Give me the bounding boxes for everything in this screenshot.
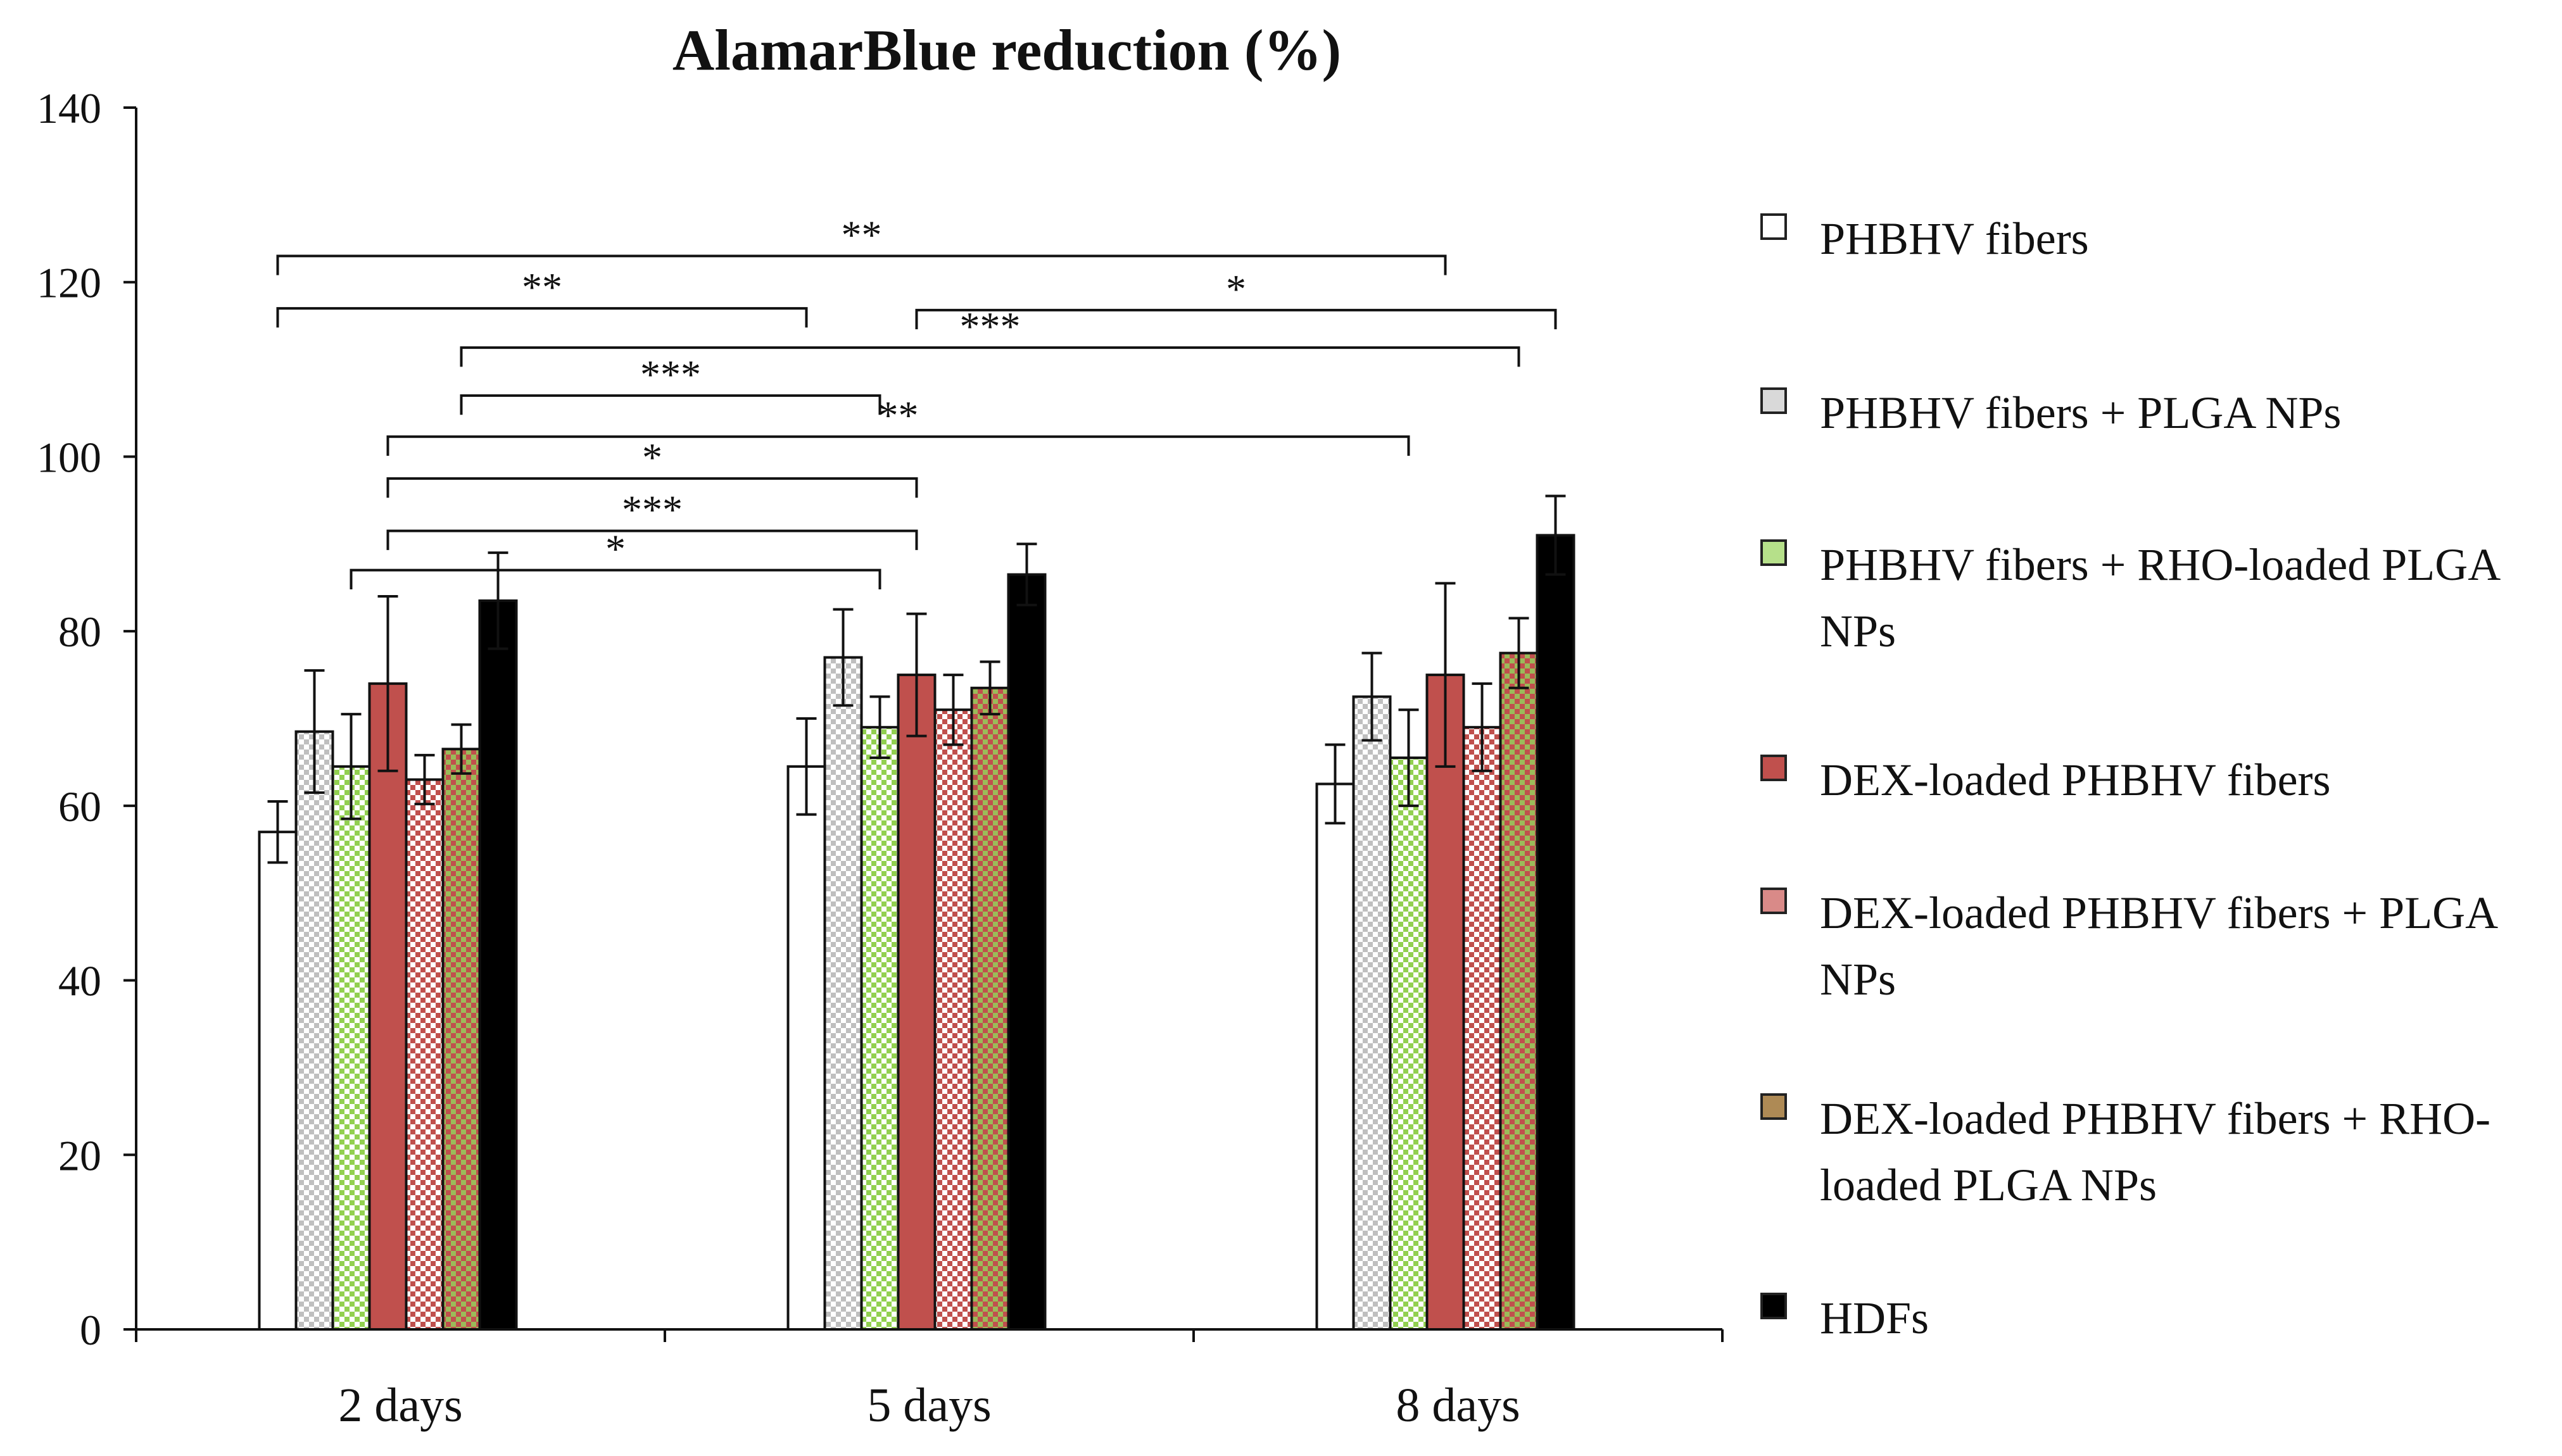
legend-label: DEX-loaded PHBHV fibers	[1820, 755, 2331, 805]
bar	[1462, 725, 1502, 1331]
legend-label: PHBHV fibers + PLGA NPs	[1820, 387, 2342, 438]
significance-bracket	[276, 307, 808, 328]
significance-label: **	[842, 212, 882, 257]
x-tick-label: 5 days	[867, 1379, 991, 1432]
bar	[1315, 782, 1355, 1331]
bar	[441, 748, 481, 1331]
bar	[1499, 651, 1539, 1331]
legend-item-phbhv-fibers: PHBHV fibers	[1760, 206, 2089, 272]
bar	[258, 831, 298, 1331]
significance-bracket	[386, 435, 1410, 456]
bar	[1425, 674, 1465, 1331]
bar	[1352, 695, 1392, 1331]
legend-swatch-phbhv-rho	[1760, 539, 1787, 566]
x-tick-label: 2 days	[338, 1379, 462, 1432]
legend-item-dex-plga: DEX-loaded PHBHV fibers + PLGA NPs	[1760, 880, 2548, 1013]
x-tick-label: 8 days	[1396, 1379, 1520, 1432]
bar	[970, 686, 1010, 1331]
legend-label: PHBHV fibers	[1820, 213, 2089, 264]
bar	[823, 656, 863, 1331]
bar	[1007, 573, 1047, 1331]
legend-swatch-dex	[1760, 755, 1787, 781]
chart-title: AlamarBlue reduction (%)	[672, 18, 1341, 82]
legend-swatch-phbhv-plga	[1760, 387, 1787, 414]
y-tick-label: 120	[37, 259, 101, 307]
y-tick-label: 20	[58, 1131, 101, 1179]
bar	[405, 778, 445, 1331]
y-tick-label: 100	[37, 433, 101, 481]
significance-bracket	[350, 568, 881, 589]
bar	[1536, 534, 1575, 1331]
y-tick-label: 80	[58, 608, 101, 656]
bar	[478, 599, 518, 1331]
y-tick-label: 40	[58, 957, 101, 1005]
significance-label: **	[522, 265, 562, 310]
significance-bracket	[915, 308, 1557, 330]
significance-bracket	[386, 477, 918, 498]
bar	[1389, 756, 1429, 1331]
legend-swatch-dex-plga	[1760, 888, 1787, 914]
legend-label: HDFs	[1820, 1293, 1929, 1343]
legend-item-dex: DEX-loaded PHBHV fibers	[1760, 747, 2331, 813]
bar	[368, 682, 408, 1331]
bar	[331, 765, 371, 1331]
significance-bracket	[460, 394, 881, 415]
significance-label: *	[642, 435, 662, 480]
significance-bracket	[276, 254, 1447, 275]
significance-bracket	[386, 529, 918, 550]
legend-label: DEX-loaded PHBHV fibers + PLGA NPs	[1820, 888, 2496, 1005]
significance-label: ***	[960, 304, 1021, 349]
bar	[860, 725, 900, 1331]
y-tick-label: 0	[80, 1306, 101, 1354]
significance-label: ***	[622, 487, 683, 532]
legend-swatch-phbhv-fibers	[1760, 213, 1787, 240]
legend-item-hdfs: HDFs	[1760, 1285, 1929, 1352]
bar	[933, 708, 973, 1331]
legend-item-dex-rho: DEX-loaded PHBHV fibers + RHO-loaded PLG…	[1760, 1086, 2561, 1219]
legend-item-phbhv-plga: PHBHV fibers + PLGA NPs	[1760, 380, 2341, 446]
legend-swatch-hdfs	[1760, 1293, 1787, 1319]
significance-label: *	[1226, 267, 1246, 311]
bar	[786, 765, 826, 1331]
bar	[897, 674, 937, 1331]
y-tick-label: 60	[58, 782, 101, 831]
bar	[294, 730, 334, 1331]
significance-label: ***	[640, 352, 701, 397]
legend-label: PHBHV fibers + RHO-loaded PLGA NPs	[1820, 539, 2499, 656]
y-tick-label: 140	[37, 84, 101, 132]
legend-label: DEX-loaded PHBHV fibers + RHO-loaded PLG…	[1820, 1093, 2491, 1210]
significance-bracket	[460, 346, 1520, 367]
significance-label: *	[605, 527, 626, 572]
legend-swatch-dex-rho	[1760, 1093, 1787, 1120]
significance-label: **	[878, 393, 919, 438]
legend-item-phbhv-rho: PHBHV fibers + RHO-loaded PLGA NPs	[1760, 532, 2561, 665]
